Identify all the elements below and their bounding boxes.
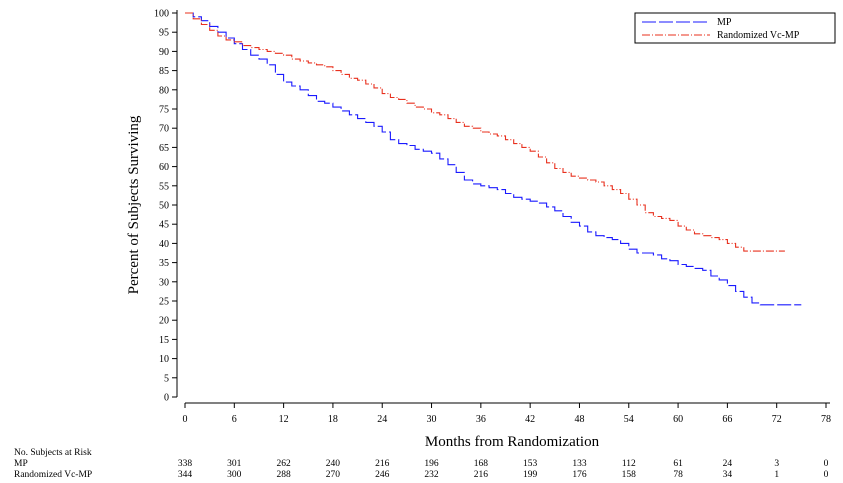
y-tick-label: 85 bbox=[159, 66, 169, 77]
y-tick-label: 40 bbox=[159, 239, 169, 250]
risk-row-label-vcmp: Randomized Vc-MP bbox=[14, 470, 92, 480]
legend-label-mp: MP bbox=[717, 17, 732, 28]
risk-value: 133 bbox=[572, 459, 587, 469]
risk-value: 176 bbox=[572, 470, 587, 480]
risk-value: 301 bbox=[227, 459, 242, 469]
x-tick-label: 48 bbox=[574, 414, 584, 425]
series-lines bbox=[185, 12, 802, 306]
risk-value: 338 bbox=[178, 459, 193, 469]
risk-value: 262 bbox=[276, 459, 291, 469]
y-tick-label: 10 bbox=[159, 354, 169, 365]
x-tick-label: 18 bbox=[328, 414, 338, 425]
legend: MP Randomized Vc-MP bbox=[634, 12, 836, 44]
y-tick-label: 90 bbox=[159, 47, 169, 58]
y-tick-label: 65 bbox=[159, 143, 169, 154]
x-tick-label: 24 bbox=[377, 414, 387, 425]
x-tick-label: 12 bbox=[279, 414, 289, 425]
risk-value: 232 bbox=[424, 470, 439, 480]
y-tick-label: 25 bbox=[159, 297, 169, 308]
risk-table: No. Subjects at Risk MP Randomized Vc-MP… bbox=[14, 448, 829, 480]
y-tick-label: 50 bbox=[159, 201, 169, 212]
risk-value: 246 bbox=[375, 470, 390, 480]
y-tick-label: 75 bbox=[159, 105, 169, 116]
risk-value: 158 bbox=[622, 470, 637, 480]
risk-value: 112 bbox=[622, 459, 636, 469]
y-tick-label: 30 bbox=[159, 277, 169, 288]
y-tick-label: 15 bbox=[159, 335, 169, 346]
risk-value: 24 bbox=[723, 459, 733, 469]
risk-value: 0 bbox=[824, 459, 829, 469]
x-axis-title: Months from Randomization bbox=[425, 434, 600, 450]
risk-value: 270 bbox=[326, 470, 341, 480]
risk-value: 34 bbox=[723, 470, 733, 480]
y-axis-ticks: 0 5 10 15 20 25 30 35 40 45 50 55 60 65 70 75 80 85 90 95 10… bbox=[154, 9, 177, 404]
x-tick-label: 36 bbox=[476, 414, 486, 425]
series-line-vcmp bbox=[185, 12, 785, 252]
series-line-mp bbox=[185, 12, 802, 306]
y-tick-label: 0 bbox=[164, 393, 169, 404]
risk-value: 78 bbox=[673, 470, 683, 480]
risk-table-header: No. Subjects at Risk bbox=[14, 448, 92, 458]
risk-value: 344 bbox=[178, 470, 193, 480]
y-tick-label: 20 bbox=[159, 316, 169, 327]
y-tick-label: 95 bbox=[159, 28, 169, 39]
risk-value: 168 bbox=[474, 459, 489, 469]
risk-value: 288 bbox=[276, 470, 291, 480]
risk-value: 61 bbox=[673, 459, 683, 469]
y-tick-label: 60 bbox=[159, 162, 169, 173]
y-tick-label: 80 bbox=[159, 85, 169, 96]
y-tick-label: 70 bbox=[159, 124, 169, 135]
risk-value: 300 bbox=[227, 470, 242, 480]
risk-values: 338 301 262 240 216 196 168 153 133 112 61 24 3 0 344 3… bbox=[178, 459, 829, 480]
y-tick-label: 55 bbox=[159, 181, 169, 192]
y-tick-label: 45 bbox=[159, 220, 169, 231]
x-tick-label: 66 bbox=[722, 414, 732, 425]
risk-row-label-mp: MP bbox=[14, 459, 28, 469]
y-tick-label: 35 bbox=[159, 258, 169, 269]
x-tick-label: 60 bbox=[673, 414, 683, 425]
x-tick-label: 30 bbox=[427, 414, 437, 425]
risk-value: 153 bbox=[523, 459, 538, 469]
risk-value: 196 bbox=[424, 459, 439, 469]
risk-value: 216 bbox=[474, 470, 489, 480]
plot-area: 0510152025303540455055606570758085909510… bbox=[154, 9, 831, 426]
x-tick-label: 78 bbox=[821, 414, 831, 425]
x-tick-label: 72 bbox=[772, 414, 782, 425]
y-axis-title: Percent of Subjects Surviving bbox=[126, 115, 142, 294]
legend-label-vcmp: Randomized Vc-MP bbox=[717, 30, 800, 41]
risk-value: 216 bbox=[375, 459, 390, 469]
risk-value: 240 bbox=[326, 459, 341, 469]
risk-value: 3 bbox=[774, 459, 779, 469]
x-tick-label: 42 bbox=[525, 414, 535, 425]
x-axis-ticks: 0 6 12 18 24 30 36 42 48 54 60 66 72 78 bbox=[183, 403, 831, 425]
legend-box bbox=[634, 12, 836, 44]
x-tick-label: 0 bbox=[183, 414, 188, 425]
risk-value: 1 bbox=[774, 470, 779, 480]
risk-value: 199 bbox=[523, 470, 538, 480]
y-tick-label: 100 bbox=[154, 9, 169, 20]
y-tick-label: 5 bbox=[164, 373, 169, 384]
risk-value: 0 bbox=[824, 470, 829, 480]
x-tick-label: 6 bbox=[232, 414, 237, 425]
x-tick-label: 54 bbox=[624, 414, 634, 425]
